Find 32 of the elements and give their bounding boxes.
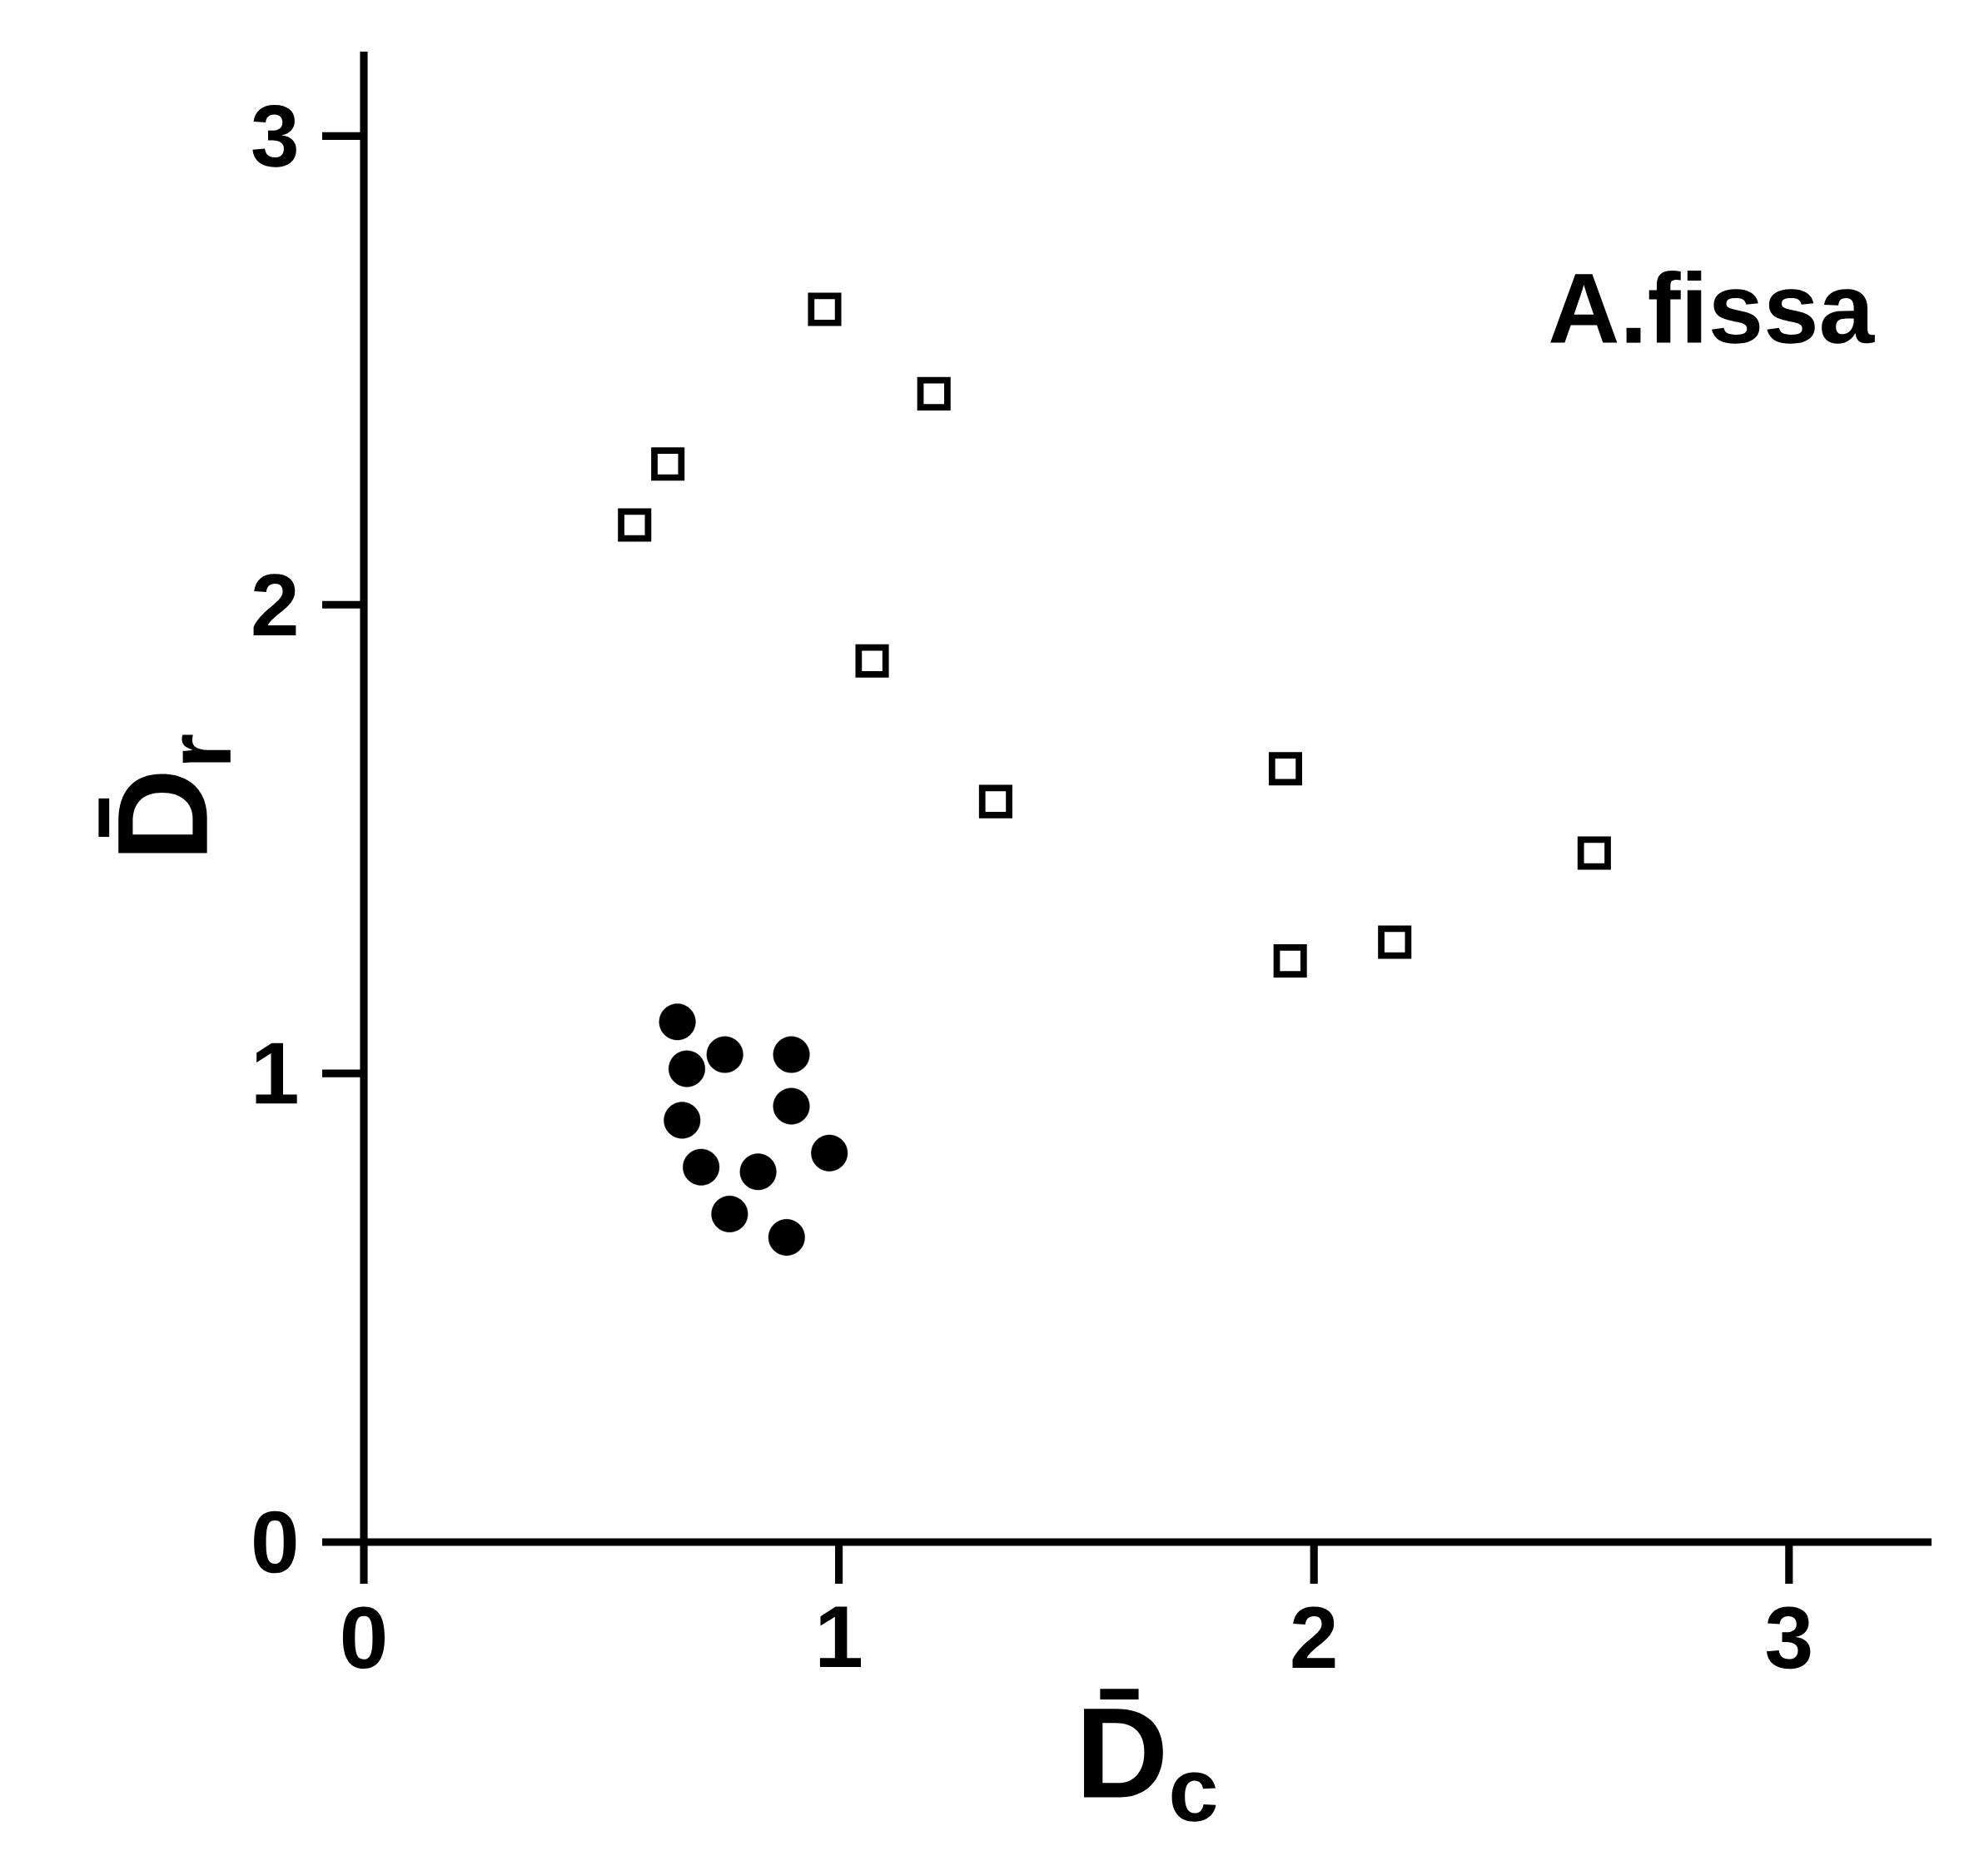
- point: [808, 292, 842, 326]
- x-axis-title: D̄$_{c}$: [1084, 1689, 1216, 1822]
- y-tick-label: 0: [254, 1510, 296, 1574]
- y-tick-label: 2: [253, 574, 296, 636]
- point: [618, 508, 652, 542]
- point: [917, 376, 951, 411]
- point: [855, 644, 889, 678]
- point: [1268, 752, 1302, 786]
- x-tick-label: 2: [1292, 1606, 1335, 1669]
- y-tick-label: 3: [252, 104, 296, 167]
- point: [664, 1102, 701, 1139]
- x-tick-label: 1: [819, 1606, 862, 1667]
- point: [739, 1153, 777, 1191]
- point: [683, 1148, 720, 1186]
- point: [978, 784, 1012, 819]
- point: [773, 1087, 810, 1125]
- point: [811, 1134, 848, 1172]
- point: [773, 1036, 810, 1073]
- x-tick-label: 3: [1766, 1606, 1811, 1669]
- point: [1378, 925, 1412, 959]
- annotation: A.fissa: [1550, 271, 1875, 344]
- point: [669, 1050, 706, 1087]
- y-axis-title: D̄$_{r}$: [98, 734, 231, 853]
- point: [659, 1003, 696, 1041]
- x-tick-label: 0: [342, 1606, 385, 1669]
- point: [1577, 836, 1611, 870]
- y-tick-label: 1: [256, 1042, 297, 1104]
- point: [768, 1219, 805, 1256]
- point: [706, 1036, 743, 1073]
- point: [651, 447, 685, 481]
- point: [1273, 943, 1307, 978]
- point: [711, 1195, 748, 1232]
